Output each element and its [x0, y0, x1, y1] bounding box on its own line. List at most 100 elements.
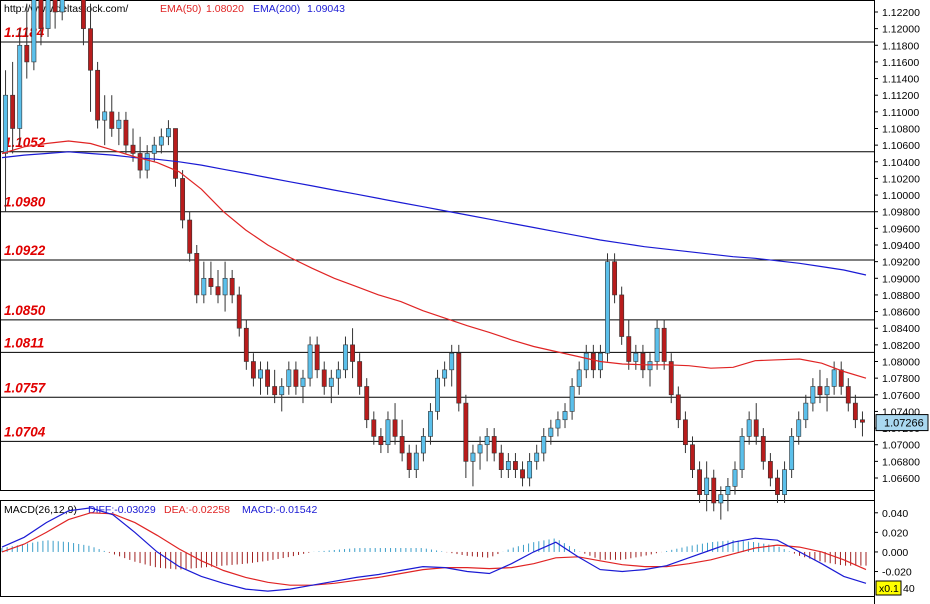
candle	[534, 444, 540, 470]
price-tick-label: 1.11400	[882, 74, 919, 86]
candle	[456, 344, 462, 412]
candle	[81, 0, 86, 46]
price-tick-label: 1.09000	[882, 273, 920, 285]
candle	[541, 428, 547, 462]
candle	[732, 461, 738, 495]
ema50-label: EMA(50)	[160, 3, 201, 15]
candle	[17, 28, 23, 146]
price-tick-label: 1.10000	[882, 190, 920, 202]
candle	[378, 428, 384, 454]
candle	[484, 428, 490, 462]
candle	[675, 386, 681, 429]
candle	[335, 361, 341, 395]
level-label: 1.0980	[4, 195, 46, 210]
candle	[116, 111, 122, 146]
ema200-line	[1, 151, 867, 276]
candle	[520, 461, 525, 487]
candle	[860, 411, 865, 437]
candle	[194, 245, 200, 304]
candle	[151, 136, 157, 162]
candle	[470, 444, 476, 487]
macd-tick-label: 0.040	[882, 508, 908, 520]
candle	[24, 3, 30, 79]
candle	[38, 0, 44, 46]
candle	[647, 353, 653, 387]
candle	[838, 361, 844, 395]
macd-tick-label: -0.020	[882, 567, 912, 579]
candle	[775, 469, 780, 503]
macd-axis: 0.040 0.020 0.000 -0.020	[874, 508, 912, 579]
candle	[661, 319, 667, 370]
candle	[633, 344, 639, 370]
candle	[767, 453, 773, 487]
candle	[265, 361, 270, 395]
candle	[711, 469, 717, 512]
price-tick-label: 1.10200	[882, 173, 920, 185]
level-label: 1.0850	[4, 303, 46, 318]
candle	[258, 361, 263, 395]
candle	[371, 411, 377, 445]
candle	[569, 378, 575, 420]
price-tick-label: 1.06800	[882, 456, 920, 468]
candle	[845, 378, 851, 412]
macd-zoom-label[interactable]: x0.1	[879, 583, 899, 595]
price-tick-label: 1.08200	[882, 340, 920, 352]
candle	[187, 211, 193, 262]
candle	[753, 403, 759, 445]
candle	[95, 61, 101, 129]
price-tick-label: 1.07000	[882, 440, 920, 452]
candle	[314, 336, 320, 379]
candle	[413, 444, 419, 479]
price-tick-label: 1.06600	[882, 473, 920, 485]
candle	[435, 369, 440, 420]
price-tick-label: 1.11000	[882, 107, 919, 119]
candle	[782, 461, 787, 503]
candle	[852, 394, 858, 429]
candlestick-series	[3, 0, 865, 520]
candle	[279, 378, 285, 412]
candle	[215, 269, 221, 304]
macd-value-label: MACD:-0.01542	[242, 504, 317, 516]
candle	[548, 419, 554, 445]
level-label: 1.0811	[4, 335, 44, 350]
candle	[739, 428, 745, 479]
header-url: http://www.deltastock.com/	[4, 3, 128, 15]
macd-zoom-badge[interactable]: x0.1 40	[875, 580, 915, 596]
candle	[690, 436, 695, 479]
macd-diff-line	[1, 507, 867, 592]
candle	[505, 453, 511, 479]
candle	[640, 344, 646, 379]
candle	[612, 253, 618, 304]
price-tick-label: 1.11200	[882, 90, 919, 102]
price-tick-label: 1.12000	[882, 24, 920, 36]
candle	[180, 170, 186, 229]
candle	[562, 403, 568, 429]
candle	[208, 261, 214, 295]
candle	[250, 353, 256, 387]
candle	[583, 344, 589, 379]
macd-title: MACD(26,12,9)	[4, 504, 77, 516]
candle	[513, 453, 518, 479]
candle	[272, 369, 278, 404]
price-axis: 1.12200 1.12000 1.11800 1.11600 1.11400 1.112…	[874, 7, 920, 485]
candle	[59, 0, 65, 21]
price-tick-label: 1.09800	[882, 207, 920, 219]
candle	[144, 145, 150, 179]
candle	[760, 428, 766, 470]
candle	[52, 0, 58, 29]
candle	[746, 411, 752, 445]
candle	[576, 361, 582, 395]
candle	[166, 120, 171, 146]
candle	[357, 353, 363, 395]
candle	[236, 286, 242, 337]
price-tick-label: 1.08600	[882, 307, 920, 319]
candle	[682, 411, 688, 454]
candle	[300, 369, 306, 404]
level-label: 1.1052	[4, 135, 46, 150]
candle	[201, 261, 207, 304]
candle	[243, 319, 249, 370]
price-tick-label: 1.12200	[882, 7, 920, 19]
candle	[449, 344, 455, 387]
ema200-label: EMA(200)	[253, 3, 300, 15]
